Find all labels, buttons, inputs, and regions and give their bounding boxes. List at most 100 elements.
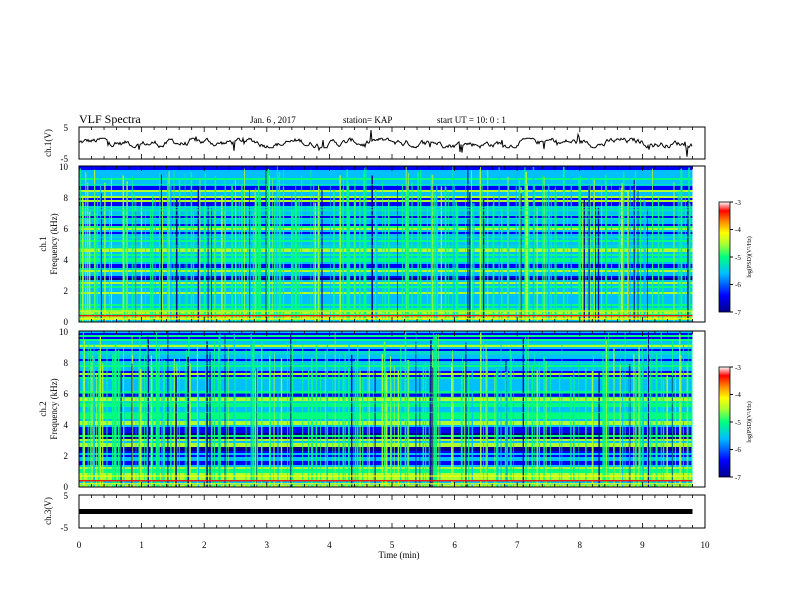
spectrogram-row: [79, 178, 693, 181]
ch2-spec-ytick: 2: [64, 451, 69, 461]
colorbar-ch2-tick: -6: [735, 446, 741, 454]
spectrogram-row: [79, 363, 693, 366]
x-tick-label: 7: [515, 540, 520, 550]
panel-ch1-spectrogram: 0 2 4 6 8 10 ch.1 Frequency (kHz): [38, 162, 706, 327]
spectrogram-row: [79, 345, 693, 348]
colorbar-ch2-tick: -7: [735, 474, 741, 482]
spectrogram-row: [79, 337, 693, 340]
ch1-spec-ylabel-frequency: Frequency (kHz): [49, 213, 59, 274]
ch3-ytick-top: 5: [64, 491, 69, 501]
spectrogram-row: [79, 184, 693, 187]
panel-ch1-ticks: [78, 127, 706, 159]
spectrogram-row: [79, 331, 693, 334]
spectrogram-row: [79, 204, 693, 207]
x-tick-label: 6: [452, 540, 457, 550]
ch2-spec-ytick: 4: [64, 420, 69, 430]
colorbar-ch1-tick: -3: [735, 199, 741, 207]
ch2-spec-ylabel-channel: ch.2: [38, 401, 48, 416]
panel-ch3-waveform: 5 -5 ch.3(V): [43, 491, 706, 533]
panel-ch2-spec-ticks: [78, 331, 706, 487]
ch1-ytick-bottom: -5: [61, 154, 69, 164]
spectrogram-row: [79, 347, 693, 350]
spectrogram-row: [79, 202, 693, 205]
spectrogram-row: [79, 176, 693, 179]
date-label: Jan. 6 , 2017: [250, 115, 296, 125]
spectrogram-blank: [692, 166, 705, 322]
spectrogram-row: [79, 168, 693, 171]
spectrogram-row: [79, 190, 693, 193]
spectrogram-row: [79, 180, 693, 183]
ch1-waveform-trace: [78, 130, 693, 157]
spectrogram-row: [79, 166, 693, 169]
x-tick-label: 10: [701, 540, 711, 550]
ch1-ylabel: ch.1(V): [43, 129, 53, 157]
panel-ch2-spectrogram: 0 2 4 6 8 10 ch.2 Frequency (kHz): [38, 327, 706, 492]
ch1-spectrogram-image: [79, 166, 705, 323]
spectrogram-row: [79, 198, 693, 201]
colorbar-ch2-label: log(PSD)(V²/Hz): [746, 401, 753, 442]
ch1-spec-ytick: 10: [59, 162, 69, 172]
start-time-label: start UT = 10: 0 : 1: [437, 115, 506, 125]
ch1-spec-ytick: 4: [64, 255, 69, 265]
x-tick-label: 0: [77, 540, 82, 550]
ch1-spec-ytick: 2: [64, 286, 69, 296]
spectrogram-row: [79, 186, 693, 189]
panel-ch1-waveform: 5 -5 ch.1(V): [43, 123, 706, 164]
ch1-spec-ytick: 6: [64, 224, 69, 234]
ch2-spec-ylabel-frequency: Frequency (kHz): [49, 378, 59, 439]
spectrogram-row: [79, 200, 693, 203]
x-tick-label: 9: [640, 540, 645, 550]
colorbar-ch1-ticks: [730, 201, 733, 313]
spectrogram-row: [79, 174, 693, 177]
spectrogram-row: [79, 359, 693, 362]
spectrogram-row: [79, 335, 693, 338]
ch2-spec-ytick: 0: [64, 482, 69, 492]
spectrogram-row: [79, 196, 693, 199]
x-axis-tick-labels: 0 1 2 3 4 5 6 7 8 9 10: [77, 540, 710, 550]
x-axis-label: Time (min): [379, 550, 420, 560]
ch1-ytick-top: 5: [64, 123, 69, 133]
figure-title: VLF Spectra: [79, 112, 141, 126]
x-tick-label: 4: [327, 540, 332, 550]
spectrogram-row: [79, 182, 693, 185]
station-label: station= KAP: [343, 115, 392, 125]
spectrogram-row: [79, 170, 693, 173]
spectrogram-row: [79, 365, 693, 368]
spectrogram-row: [79, 194, 693, 197]
ch3-ylabel: ch.3(V): [43, 497, 53, 525]
ch2-spec-ytick: 8: [64, 358, 69, 368]
spectrogram-row: [79, 355, 693, 358]
colorbar-ch2-tick: -5: [735, 419, 741, 427]
colorbar-ch2-tick: -3: [735, 364, 741, 372]
panel-ch1-spec-ticks: [78, 166, 706, 322]
ch3-waveform-trace: [79, 509, 693, 514]
x-tick-label: 3: [265, 540, 270, 550]
spectrogram-row: [79, 333, 693, 336]
spectrogram-row: [79, 188, 693, 191]
colorbar-ch1-tick: -5: [735, 254, 741, 262]
spectrogram-row: [79, 349, 693, 352]
x-tick-label: 8: [578, 540, 583, 550]
ch1-spec-yticks: 0 2 4 6 8 10: [59, 162, 69, 327]
colorbar-ch1-tick: -7: [735, 309, 741, 317]
ch3-ytick-bottom: -5: [61, 523, 69, 533]
x-tick-label: 1: [139, 540, 144, 550]
spectrogram-blank: [692, 331, 705, 487]
spectrogram-row: [79, 339, 693, 342]
panel-ch3-ticks: [78, 495, 706, 528]
ch2-spec-ytick: 6: [64, 389, 69, 399]
x-tick-label: 5: [390, 540, 395, 550]
spectrogram-row: [79, 361, 693, 364]
spectrogram-row: [79, 172, 693, 175]
colorbar-ch2: -3 -4 -5 -6 -7 log(PSD)(V²/Hz): [718, 364, 753, 482]
ch1-spec-ytick: 0: [64, 317, 69, 327]
colorbar-ch1: -3 -4 -5 -6 -7 log(PSD)(V²/Hz): [718, 199, 753, 317]
ch2-spectrogram-image: [79, 331, 705, 488]
colorbar-ch2-ticks: [730, 366, 733, 478]
spectrogram-row: [79, 192, 693, 195]
spectrogram-row: [79, 357, 693, 360]
colorbar-ch1-tick: -6: [735, 281, 741, 289]
colorbar-ch1-label: log(PSD)(V²/Hz): [746, 236, 753, 277]
ch2-spec-yticks: 0 2 4 6 8 10: [59, 327, 69, 492]
